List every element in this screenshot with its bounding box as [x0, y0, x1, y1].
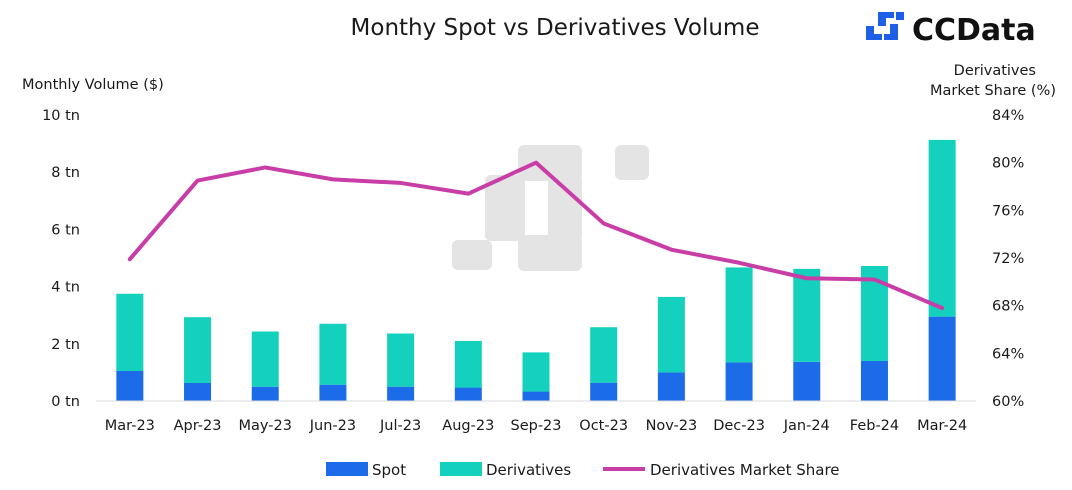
bar-derivatives-aug-23 — [454, 340, 482, 388]
bar-spot-oct-23 — [590, 382, 618, 401]
legend-item-derivatives: Derivatives — [440, 461, 571, 479]
x-tick-label: Dec-23 — [713, 418, 765, 434]
bar-spot-mar-24 — [928, 316, 956, 401]
x-tick-label: Sep-23 — [510, 418, 561, 434]
bar-spot-apr-23 — [184, 382, 212, 401]
legend-label-derivatives: Derivatives — [486, 461, 571, 479]
y2-axis-title-line1: Derivatives — [954, 63, 1036, 79]
bar-derivatives-nov-23 — [657, 296, 685, 373]
y2-tick-label: 68% — [992, 299, 1024, 315]
y2-axis-title-line2: Market Share (%) — [930, 83, 1056, 99]
brand-logo: CCData — [866, 12, 1036, 48]
x-tick-label: May-23 — [239, 418, 292, 434]
x-tick-label: Jul-23 — [379, 418, 421, 434]
bar-spot-may-23 — [251, 386, 279, 401]
legend-item-market-share: Derivatives Market Share — [603, 461, 840, 479]
bar-derivatives-may-23 — [251, 331, 279, 387]
x-tick-label: Oct-23 — [579, 418, 628, 434]
bar-spot-sep-23 — [522, 391, 550, 401]
bar-derivatives-jan-24 — [793, 268, 821, 362]
y2-axis-ticks: 60% 64% 68% 72% 76% 80% 84% — [992, 108, 1024, 410]
bars-layer — [116, 139, 956, 401]
legend-label-market-share: Derivatives Market Share — [650, 461, 840, 479]
legend-swatch-derivatives — [440, 462, 482, 476]
legend: Spot Derivatives Derivatives Market Shar… — [326, 461, 840, 479]
y-tick-label: 8 tn — [51, 165, 80, 181]
bar-spot-feb-24 — [860, 360, 888, 401]
x-tick-label: Apr-23 — [174, 418, 222, 434]
bar-derivatives-mar-24 — [928, 139, 956, 317]
bar-spot-jan-24 — [793, 361, 821, 401]
bar-derivatives-dec-23 — [725, 267, 753, 363]
chart-title: Monthy Spot vs Derivatives Volume — [351, 15, 760, 41]
y2-tick-label: 84% — [992, 108, 1024, 124]
bar-spot-nov-23 — [657, 372, 685, 401]
bar-derivatives-jun-23 — [319, 323, 347, 385]
bar-spot-dec-23 — [725, 362, 753, 401]
y2-tick-label: 60% — [992, 394, 1024, 410]
legend-label-spot: Spot — [372, 461, 406, 479]
x-tick-label: Jan-24 — [783, 418, 830, 434]
y2-tick-label: 80% — [992, 156, 1024, 172]
legend-swatch-spot — [326, 462, 368, 476]
y-tick-label: 10 tn — [42, 108, 80, 124]
legend-item-spot: Spot — [326, 461, 406, 479]
derivatives-market-share-line — [127, 160, 945, 311]
y2-tick-label: 76% — [992, 203, 1024, 219]
y-tick-label: 0 tn — [51, 394, 80, 410]
y-axis-title: Monthly Volume ($) — [22, 77, 164, 93]
y-tick-label: 2 tn — [51, 337, 80, 353]
bar-spot-mar-23 — [116, 370, 144, 401]
bar-derivatives-jul-23 — [387, 333, 415, 387]
x-tick-label: Feb-24 — [850, 418, 899, 434]
y2-tick-label: 72% — [992, 251, 1024, 267]
y-tick-label: 4 tn — [51, 280, 80, 296]
brand-name: CCData — [912, 13, 1036, 48]
x-tick-label: Mar-23 — [105, 418, 155, 434]
watermark-logo — [452, 145, 649, 271]
bar-derivatives-apr-23 — [184, 317, 212, 383]
bar-derivatives-sep-23 — [522, 352, 550, 392]
x-tick-label: Mar-24 — [917, 418, 967, 434]
bar-spot-jun-23 — [319, 384, 347, 401]
y-tick-label: 6 tn — [51, 222, 80, 238]
ccdata-logo-icon — [866, 12, 904, 40]
x-tick-label: Nov-23 — [646, 418, 698, 434]
x-tick-label: Jun-23 — [309, 418, 356, 434]
bar-spot-jul-23 — [387, 386, 415, 401]
y-axis-ticks: 0 tn 2 tn 4 tn 6 tn 8 tn 10 tn — [42, 108, 80, 410]
bar-derivatives-oct-23 — [590, 327, 618, 383]
bar-derivatives-mar-23 — [116, 293, 144, 371]
x-axis-ticks: Mar-23 Apr-23 May-23 Jun-23 Jul-23 Aug-23 Sep-… — [105, 418, 967, 434]
y2-tick-label: 64% — [992, 346, 1024, 362]
bar-spot-aug-23 — [454, 387, 482, 401]
x-tick-label: Aug-23 — [442, 418, 494, 434]
